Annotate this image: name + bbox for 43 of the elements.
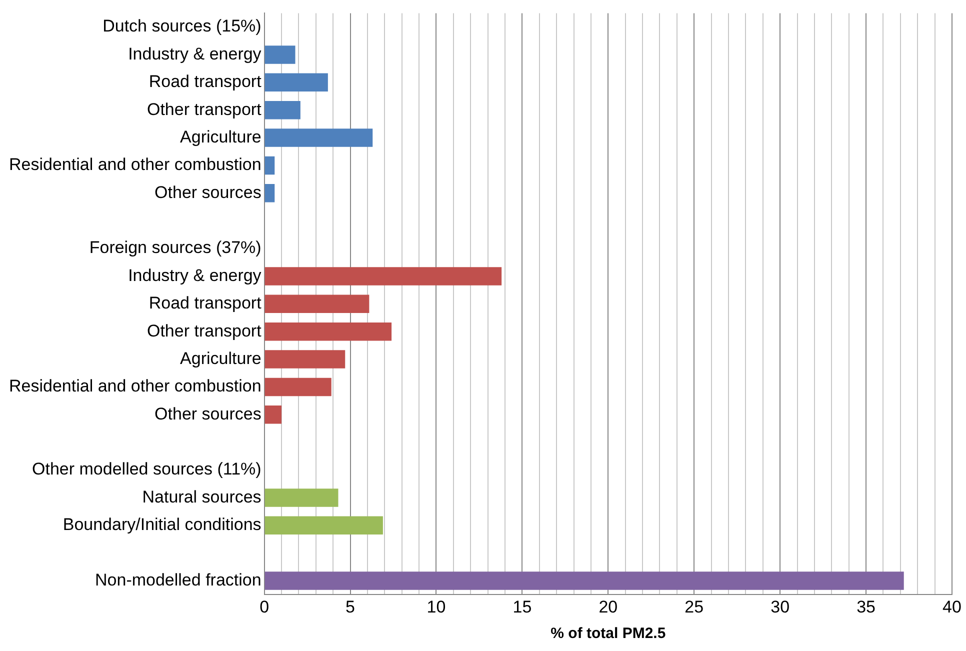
y-tick-label: Other sources bbox=[154, 404, 262, 424]
y-tick-label: Dutch sources (15%) bbox=[102, 16, 262, 36]
bar bbox=[264, 156, 275, 175]
x-tick-label: 30 bbox=[770, 597, 790, 616]
bar bbox=[264, 378, 332, 396]
x-tick-label: 40 bbox=[942, 597, 962, 616]
y-tick-label: Industry & energy bbox=[128, 266, 262, 285]
x-tick-label: 20 bbox=[598, 597, 618, 616]
y-tick-label: Agriculture bbox=[180, 127, 262, 146]
y-tick-label: Residential and other combustion bbox=[8, 155, 262, 174]
y-tick-label: Boundary/Initial conditions bbox=[62, 515, 262, 534]
bar bbox=[264, 128, 373, 147]
bar bbox=[264, 516, 383, 535]
bar bbox=[264, 73, 328, 92]
y-tick-label: Road transport bbox=[148, 72, 262, 92]
x-tick-label: 5 bbox=[346, 597, 356, 616]
y-tick-label: Non-modelled fraction bbox=[95, 570, 262, 590]
y-tick-label: Natural sources bbox=[142, 487, 262, 506]
bar bbox=[264, 294, 370, 314]
y-tick-label: Agriculture bbox=[180, 348, 262, 368]
bar bbox=[264, 350, 346, 368]
y-tick-label: Other transport bbox=[146, 321, 262, 340]
y-tick-label: Road transport bbox=[148, 294, 262, 313]
bar bbox=[264, 267, 502, 286]
bar bbox=[264, 184, 275, 202]
x-tick-label: 15 bbox=[512, 597, 532, 616]
y-tick-label: Industry & energy bbox=[128, 44, 262, 64]
bar bbox=[264, 100, 300, 120]
y-tick-label: Other transport bbox=[146, 100, 262, 119]
bar bbox=[264, 572, 904, 590]
x-tick-label: 10 bbox=[426, 597, 446, 616]
y-tick-label: Other modelled sources (11%) bbox=[32, 460, 262, 479]
y-tick-label: Other sources bbox=[154, 182, 262, 202]
y-tick-label: Residential and other combustion bbox=[8, 376, 262, 396]
x-axis-title: % of total PM2.5 bbox=[550, 625, 666, 642]
bar bbox=[264, 488, 338, 507]
x-tick-label: 25 bbox=[684, 597, 704, 616]
bar bbox=[264, 322, 392, 341]
bar bbox=[264, 406, 282, 424]
x-tick-label: 35 bbox=[856, 597, 876, 616]
bar bbox=[264, 46, 296, 64]
x-tick-label: 0 bbox=[260, 597, 270, 616]
y-tick-label: Foreign sources (37%) bbox=[89, 238, 262, 258]
